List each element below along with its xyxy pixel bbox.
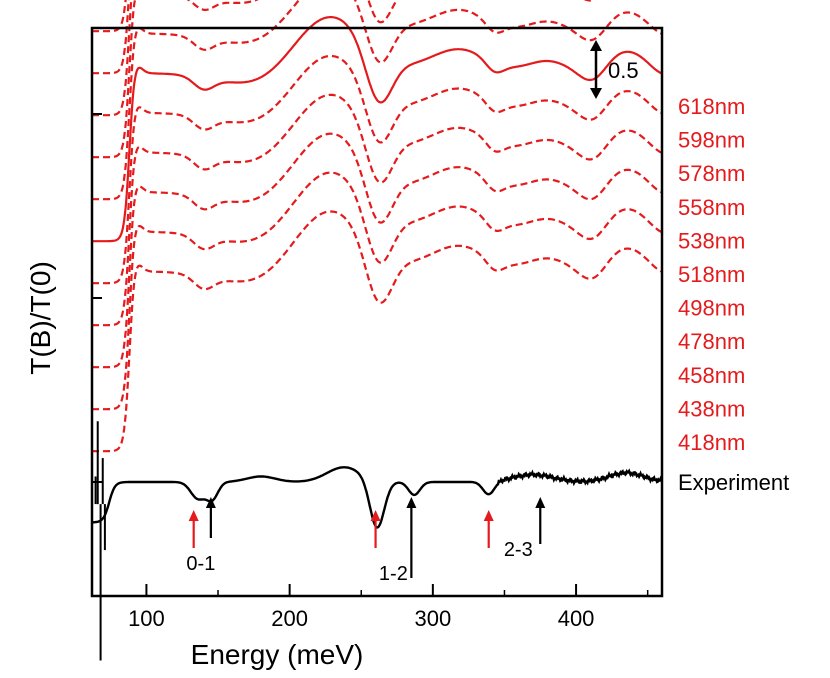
arrow-head-icon [535, 497, 546, 508]
series-line-experiment [92, 466, 664, 529]
transition-arrow [406, 497, 417, 578]
series-line-418nm [92, 210, 663, 453]
arrow-head-icon [205, 497, 216, 508]
transition-arrows: 0-1 1-2 2-3 [186, 497, 546, 585]
series-line-478nm [92, 93, 663, 327]
legend-label-618nm: 618nm [678, 94, 745, 119]
legend-label-experiment: Experiment [678, 470, 789, 495]
legend-label-458nm: 458nm [678, 363, 745, 388]
transition-arrow [205, 497, 216, 538]
axes-frame: 100 200 300 400 [90, 26, 664, 631]
series-line-618nm [92, 0, 127, 33]
legend-label-558nm: 558nm [678, 195, 745, 220]
legend-label-578nm: 578nm [678, 161, 745, 186]
legend-label-438nm: 438nm [678, 396, 745, 421]
transition-label: 2-3 [504, 539, 533, 561]
transition-arrow [535, 497, 546, 544]
plot-frame [90, 26, 664, 598]
arrow-head-icon [188, 510, 199, 521]
series-line-498nm [92, 54, 663, 285]
series-line-458nm [92, 132, 663, 369]
legend-label-418nm: 418nm [678, 430, 745, 455]
transition-label: 0-1 [186, 553, 215, 575]
scale-bar: 0.5 [590, 40, 639, 99]
x-tick-label: 100 [128, 606, 165, 631]
legend-label-478nm: 478nm [678, 329, 745, 354]
arrow-head-icon [406, 497, 417, 508]
transition-arrow [483, 510, 494, 548]
transition-arrow [370, 510, 381, 548]
scale-bar-label: 0.5 [608, 58, 639, 83]
transition-arrow [188, 510, 199, 548]
legend: 618nm 598nm 578nm 558nm 538nm 518nm 498nm 478nm… [678, 94, 789, 495]
x-tick-label: 400 [558, 606, 595, 631]
x-tick-label: 200 [271, 606, 308, 631]
legend-label-518nm: 518nm [678, 262, 745, 287]
series-line-578nm [92, 0, 133, 117]
scale-bar-arrow-up-icon [590, 40, 602, 51]
transition-label: 1-2 [379, 563, 408, 585]
arrow-head-icon [370, 510, 381, 521]
series-line-518nm [92, 16, 663, 243]
x-axis-title: Energy (meV) [191, 639, 364, 670]
scale-bar-arrow-down-icon [590, 88, 602, 99]
plot-area [92, 0, 664, 661]
series-line-598nm [92, 0, 130, 75]
y-axis-title: T(B)/T(0) [25, 261, 56, 375]
arrow-head-icon [483, 510, 494, 521]
series-line-558nm [92, 0, 596, 159]
series-line-438nm [92, 171, 663, 411]
legend-label-498nm: 498nm [678, 296, 745, 321]
x-tick-label: 300 [414, 606, 451, 631]
legend-label-598nm: 598nm [678, 128, 745, 153]
legend-label-538nm: 538nm [678, 228, 745, 253]
